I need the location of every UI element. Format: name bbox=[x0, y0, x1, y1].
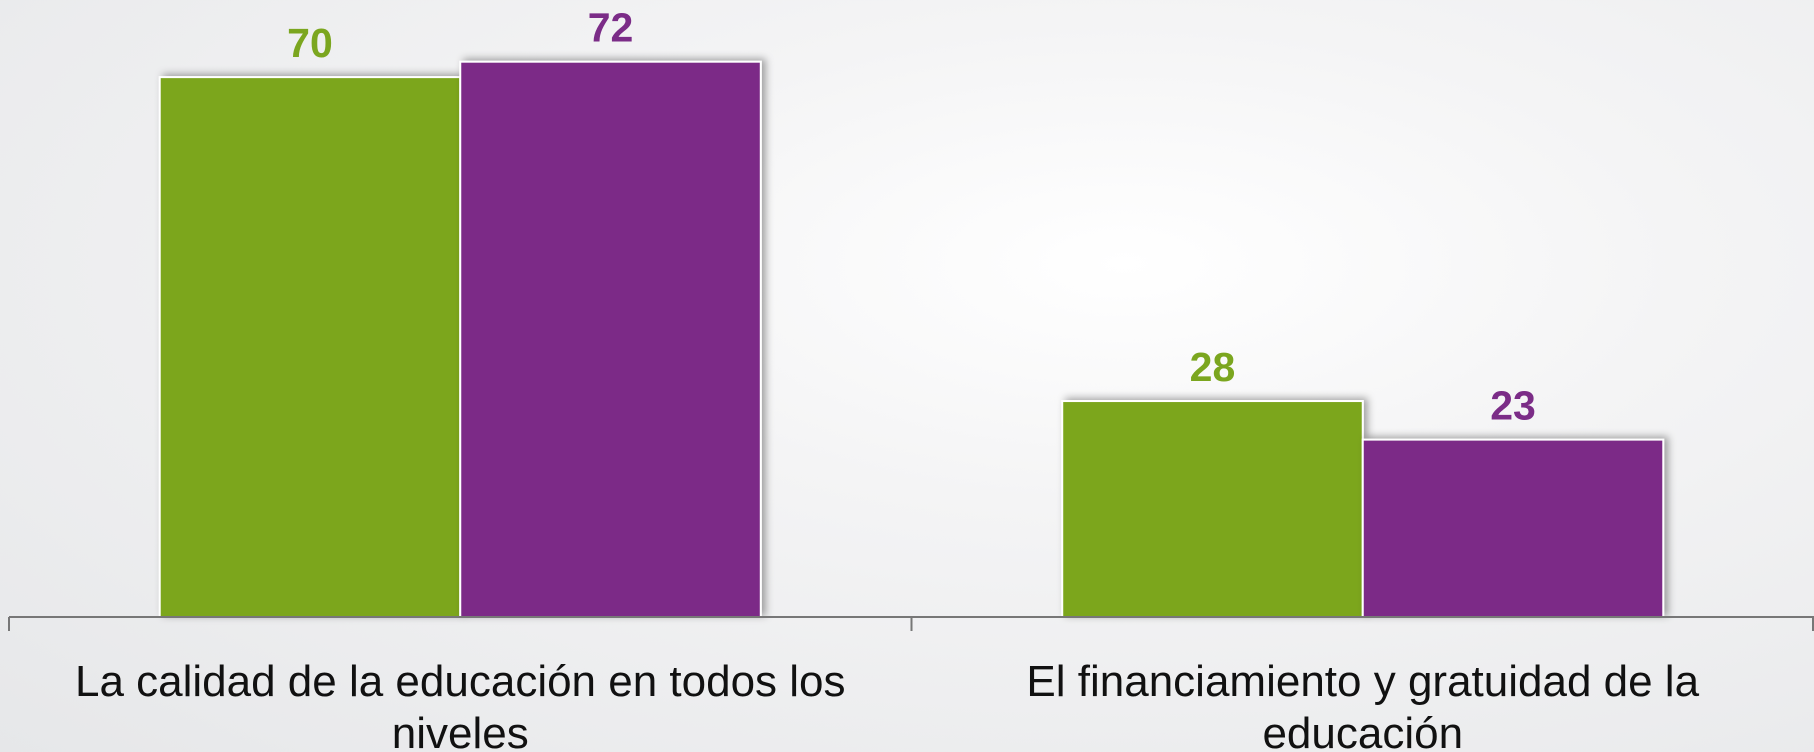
value-label: 72 bbox=[588, 5, 634, 51]
value-label: 70 bbox=[287, 20, 333, 66]
bar bbox=[1061, 400, 1364, 618]
bar bbox=[459, 60, 762, 618]
value-label: 28 bbox=[1190, 344, 1236, 390]
value-label: 23 bbox=[1490, 383, 1536, 429]
category-label: El financiamiento y gratuidad de la educ… bbox=[1026, 657, 1700, 752]
category-label: La calidad de la educación en todos los … bbox=[74, 657, 846, 752]
bar bbox=[1361, 438, 1665, 618]
bar bbox=[158, 76, 462, 618]
